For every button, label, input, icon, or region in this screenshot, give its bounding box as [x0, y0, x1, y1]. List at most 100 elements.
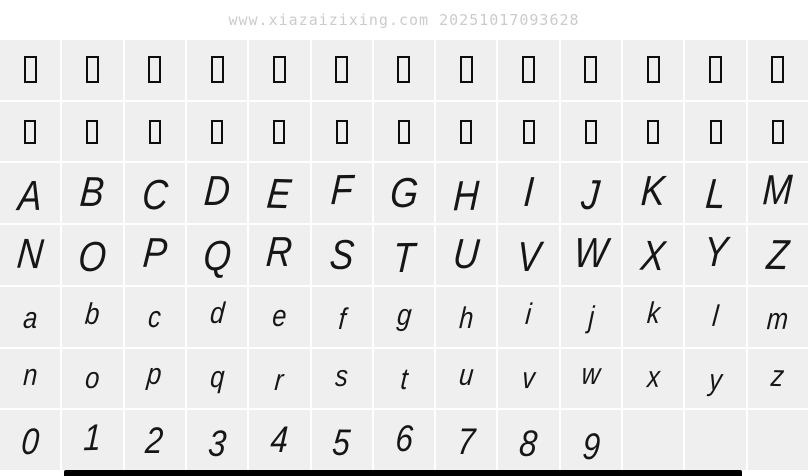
- glyph-cell: [747, 101, 808, 162]
- missing-glyph-box: [646, 56, 660, 84]
- glyph-cell: l: [685, 286, 746, 347]
- missing-glyph-box: [273, 119, 286, 144]
- glyph-cell: 5: [311, 410, 372, 470]
- glyph-cell: [436, 101, 497, 162]
- glyph-P: P: [140, 228, 169, 277]
- glyph-R: R: [264, 227, 294, 275]
- glyph-cell: d: [186, 286, 248, 347]
- glyph-s: s: [334, 360, 349, 394]
- glyph-cell: X: [623, 225, 684, 285]
- glyph-m: m: [766, 302, 790, 336]
- glyph-u: u: [457, 359, 475, 393]
- glyph-cell: [62, 40, 123, 100]
- glyph-e: e: [271, 299, 288, 333]
- glyph-V: V: [515, 232, 542, 281]
- glyph-cell: S: [311, 225, 372, 285]
- missing-glyph-box: [24, 119, 37, 144]
- glyph-f: f: [337, 302, 347, 336]
- glyph-J: J: [579, 171, 603, 219]
- missing-glyph-box: [335, 56, 349, 84]
- glyph-cell: M: [747, 163, 808, 224]
- glyph-cell: i: [498, 286, 559, 347]
- glyph-cell: b: [62, 286, 123, 347]
- glyph-cell: [685, 410, 746, 470]
- glyph-cell: q: [186, 348, 248, 409]
- glyph-cell: 4: [249, 410, 310, 470]
- glyph-w: w: [580, 358, 602, 392]
- glyph-q: q: [209, 361, 226, 395]
- glyph-M: M: [761, 165, 794, 214]
- missing-glyph-box: [397, 56, 411, 84]
- glyph-cell: v: [498, 348, 559, 409]
- glyph-cell: [249, 40, 310, 100]
- glyph-cell: 9: [560, 410, 622, 470]
- glyph-cell: t: [373, 348, 435, 409]
- glyph-cell: [0, 101, 61, 162]
- glyph-L: L: [703, 170, 728, 218]
- glyph-cell: s: [311, 348, 372, 409]
- glyph-cell: [62, 101, 123, 162]
- glyph-D: D: [202, 167, 232, 215]
- glyph-9: 9: [580, 425, 601, 467]
- glyph-cell: [560, 40, 622, 100]
- glyph-cell: T: [373, 225, 435, 285]
- glyph-cell: f: [311, 286, 372, 347]
- missing-glyph-box: [148, 119, 161, 144]
- glyph-W: W: [572, 228, 610, 276]
- glyph-U: U: [451, 229, 482, 278]
- glyph-cell: y: [685, 348, 746, 409]
- watermark-text: www.xiazaizixing.com 20251017093628: [228, 11, 580, 29]
- glyph-k: k: [645, 296, 661, 330]
- glyph-j: j: [587, 300, 595, 334]
- glyph-cell: 1: [62, 410, 123, 470]
- glyph-cell: B: [62, 163, 123, 224]
- glyph-4: 4: [269, 418, 290, 460]
- glyph-cell: F: [311, 163, 372, 224]
- missing-glyph-box: [86, 119, 99, 144]
- glyph-cell: D: [186, 163, 248, 224]
- glyph-F: F: [329, 166, 354, 214]
- missing-glyph-box: [584, 119, 597, 144]
- glyph-O: O: [77, 232, 108, 281]
- glyph-cell: [685, 40, 746, 100]
- glyph-cell: E: [249, 163, 310, 224]
- glyph-cell: [311, 40, 372, 100]
- missing-glyph-box: [771, 119, 784, 144]
- missing-glyph-box: [459, 56, 473, 84]
- glyph-cell: [186, 101, 248, 162]
- glyph-cell: J: [560, 163, 622, 224]
- glyph-cell: 7: [436, 410, 497, 470]
- glyph-cell: K: [623, 163, 684, 224]
- glyph-cell: V: [498, 225, 559, 285]
- glyph-cell: p: [124, 348, 185, 409]
- glyph-cell: [747, 40, 808, 100]
- glyph-C: C: [140, 170, 169, 219]
- glyph-cell: [623, 101, 684, 162]
- glyph-cell: e: [249, 286, 310, 347]
- glyph-cell: a: [0, 286, 61, 347]
- missing-glyph-box: [272, 56, 286, 84]
- glyph-cell: [249, 101, 310, 162]
- glyph-1: 1: [82, 416, 103, 458]
- glyph-cell: [124, 101, 185, 162]
- glyph-8: 8: [517, 422, 540, 464]
- glyph-0: 0: [19, 420, 41, 462]
- glyph-cell: Y: [685, 225, 746, 285]
- missing-glyph-box: [709, 119, 722, 144]
- glyph-Z: Z: [765, 230, 791, 279]
- glyph-X: X: [639, 231, 668, 280]
- glyph-o: o: [84, 362, 101, 396]
- glyph-y: y: [708, 364, 724, 398]
- glyph-l: l: [711, 299, 720, 333]
- glyph-cell: k: [623, 286, 684, 347]
- glyph-p: p: [146, 358, 164, 392]
- missing-glyph-box: [210, 56, 224, 84]
- missing-glyph-box: [522, 119, 535, 144]
- glyph-cell: [311, 101, 372, 162]
- glyph-2: 2: [144, 419, 165, 461]
- missing-glyph-box: [647, 119, 660, 144]
- missing-glyph-box: [709, 56, 723, 84]
- glyph-cell: [498, 40, 559, 100]
- missing-glyph-box: [584, 56, 598, 84]
